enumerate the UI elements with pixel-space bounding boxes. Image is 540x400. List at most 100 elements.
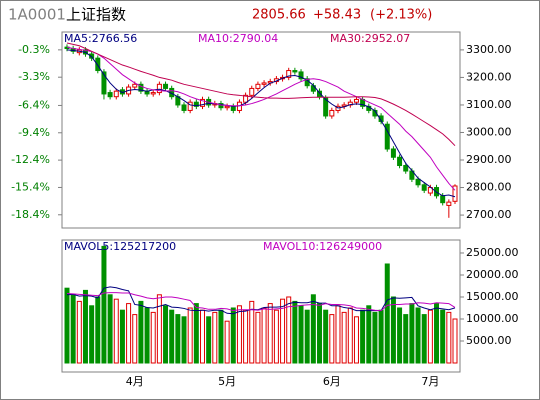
ma-line	[66, 286, 456, 315]
candle-body	[255, 83, 261, 89]
candle-body	[249, 87, 255, 96]
candle-body	[187, 101, 193, 111]
y-tick-label: 3100.00	[466, 98, 512, 111]
candle-body	[403, 165, 409, 172]
candle-body	[132, 83, 138, 88]
candle-body	[329, 109, 335, 117]
y-tick-label: 3000.00	[466, 125, 512, 138]
candle-body	[243, 94, 249, 103]
y-tick-label: 5000.00	[466, 334, 512, 347]
candle-body	[199, 98, 205, 107]
x-tick-label: 5月	[218, 375, 236, 388]
y-tick-label: 2700.00	[466, 208, 512, 221]
candle-body	[181, 104, 187, 111]
volume-bar	[372, 311, 378, 364]
volume-bar	[267, 303, 273, 364]
candle-body	[101, 71, 107, 95]
y2-tick-label: -9.4%	[18, 126, 50, 139]
candle-body	[298, 71, 304, 80]
y-tick-label: 10000.00	[466, 312, 519, 325]
legend-label: MAVOL10:126249000	[263, 240, 382, 253]
volume-bar	[156, 294, 162, 364]
candle-body	[107, 92, 113, 98]
candle-body	[384, 123, 390, 150]
volume-bar	[310, 294, 316, 364]
candle-body	[446, 201, 452, 206]
volume-bar	[366, 305, 372, 364]
volume-bar	[280, 298, 286, 364]
candle-body	[89, 53, 95, 59]
change: +58.43	[313, 8, 361, 23]
volume-bar	[212, 311, 218, 364]
candle-body	[138, 83, 144, 92]
volume-bar	[397, 307, 403, 364]
volume-bar	[255, 311, 261, 364]
candle-body	[292, 70, 298, 73]
volume-bar	[261, 307, 267, 364]
ma-line	[66, 292, 456, 312]
volume-bar	[70, 294, 76, 364]
volume-bar	[440, 309, 446, 364]
candle-body	[163, 83, 169, 89]
y2-tick-label: -18.4%	[11, 208, 50, 221]
stock-name: 上证指数	[66, 6, 126, 24]
candle-body	[323, 97, 329, 117]
candle-body	[353, 98, 359, 103]
change-percent: (+2.13%)	[370, 8, 432, 23]
volume-bar	[317, 303, 323, 364]
candle-body	[261, 82, 267, 85]
candle-body	[218, 103, 224, 109]
candle-body	[317, 90, 323, 98]
volume-bar	[427, 309, 433, 364]
volume-bar	[169, 309, 175, 364]
candle-body	[193, 101, 199, 107]
volume-bar	[181, 316, 187, 364]
volume-bar	[64, 287, 70, 364]
volume-bar	[409, 303, 415, 364]
volume-bar	[378, 309, 384, 364]
legend-label: MAVOL5:125217200	[64, 240, 176, 253]
volume-bar	[82, 289, 88, 364]
volume-bar	[150, 311, 156, 364]
volume-bar	[187, 307, 193, 364]
x-tick-label: 7月	[421, 375, 439, 388]
volume-bar	[95, 296, 101, 364]
volume-bar	[347, 307, 353, 364]
volume-bar	[113, 298, 119, 364]
y-tick-label: 20000.00	[466, 268, 519, 281]
y-tick-label: 3200.00	[466, 70, 512, 83]
candle-body	[230, 105, 236, 111]
y-tick-label: 2800.00	[466, 181, 512, 194]
volume-bar	[132, 314, 138, 364]
price: 2805.66	[252, 8, 306, 23]
volume-bar	[434, 303, 440, 364]
y2-tick-label: -0.3%	[18, 43, 50, 56]
y2-tick-label: -12.4%	[11, 153, 50, 166]
y2-tick-label: -3.3%	[18, 70, 50, 83]
candle-body	[440, 195, 446, 204]
stock-code: 1A0001	[8, 6, 66, 24]
volume-bar	[353, 316, 359, 364]
volume-bar	[341, 311, 347, 364]
candle-body	[286, 70, 292, 78]
legend-label: MA5:2766.56	[64, 32, 137, 45]
legend-label: MA30:2952.07	[330, 32, 410, 45]
volume-bar	[76, 300, 82, 364]
y2-tick-label: -15.4%	[11, 180, 50, 193]
volume-bar	[236, 305, 242, 364]
candle-body	[150, 92, 156, 95]
volume-bar	[230, 307, 236, 364]
volume-bar	[89, 305, 95, 364]
volume-bar	[335, 305, 341, 364]
candle-body	[156, 83, 162, 94]
volume-bar	[292, 300, 298, 364]
legend-label: MA10:2790.04	[198, 32, 278, 45]
y2-tick-label: -6.4%	[18, 98, 50, 111]
volume-bar	[273, 309, 279, 364]
price-panel	[61, 31, 461, 229]
volume-bar	[329, 314, 335, 364]
volume-bar	[218, 309, 224, 364]
ma-line	[66, 46, 456, 191]
volume-bar	[101, 245, 107, 364]
volume-bar	[243, 309, 249, 364]
